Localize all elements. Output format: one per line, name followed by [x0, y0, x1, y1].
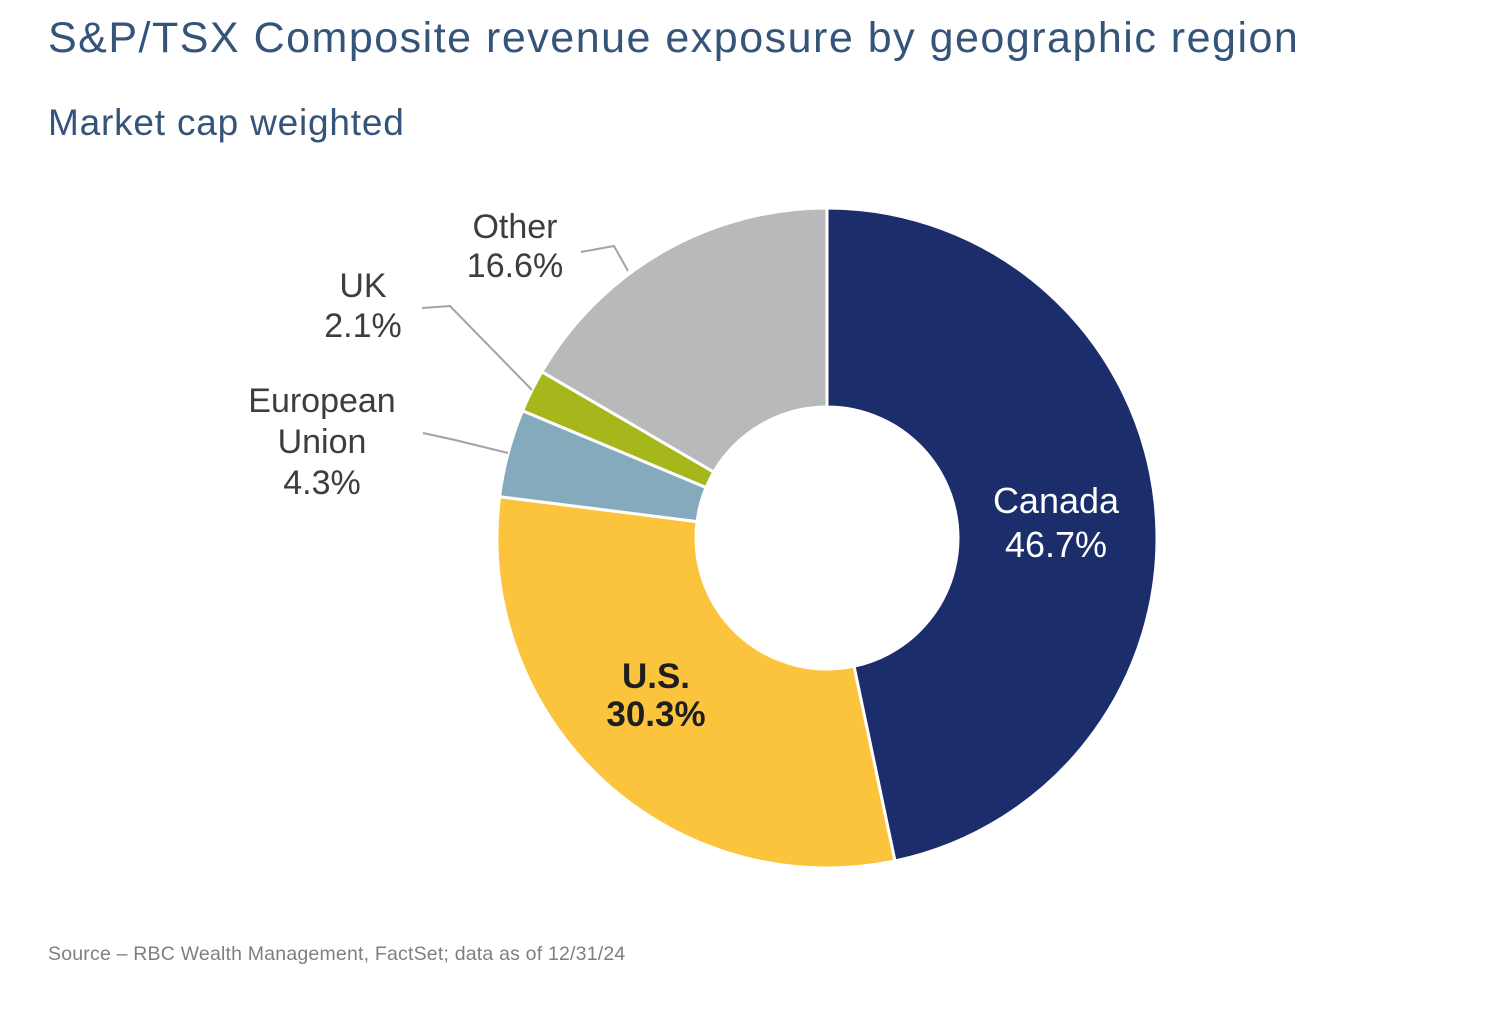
callout-other-name: Other	[472, 208, 558, 246]
page-title: S&P/TSX Composite revenue exposure by ge…	[48, 14, 1300, 62]
slice-label-us: U.S. 30.3%	[526, 658, 786, 734]
callout-eu-name: European Union	[248, 382, 396, 461]
page-subtitle: Market cap weighted	[48, 102, 405, 143]
callout-uk-value: 2.1%	[324, 307, 402, 345]
callout-other-value: 16.6%	[466, 247, 564, 285]
canada-name: Canada	[992, 480, 1120, 521]
leader-line-uk	[421, 304, 533, 391]
leader-line-european-union	[422, 432, 509, 454]
callout-label-european-union: European Union 4.3%	[217, 381, 427, 504]
callout-eu-value: 4.3%	[283, 464, 361, 502]
callout-label-other: Other 16.6%	[385, 208, 645, 286]
us-value: 30.3%	[606, 695, 706, 734]
pie-slice-other	[540, 206, 829, 474]
source-note: Source – RBC Wealth Management, FactSet;…	[48, 943, 626, 965]
us-name: U.S.	[621, 657, 691, 696]
callout-uk-name: UK	[339, 267, 387, 305]
canada-value: 46.7%	[1004, 524, 1108, 565]
pie-slice-u-s	[495, 495, 897, 870]
slice-label-canada: Canada 46.7%	[926, 479, 1186, 567]
pie-slice-canada	[825, 206, 1159, 863]
callout-label-uk: UK 2.1%	[243, 266, 483, 346]
leader-line-other	[580, 244, 629, 272]
